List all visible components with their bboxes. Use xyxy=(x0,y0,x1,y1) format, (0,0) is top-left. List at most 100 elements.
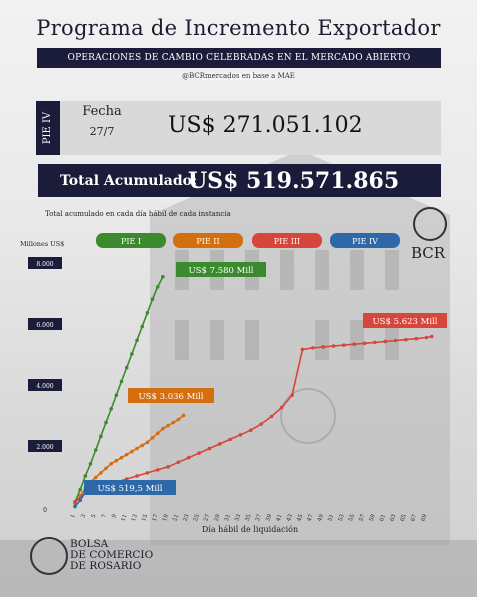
x-axis-label: Día hábil de liquidación xyxy=(202,525,298,534)
data-point xyxy=(217,442,222,446)
data-point xyxy=(124,365,129,370)
x-tick-label: 7 xyxy=(101,513,108,519)
y-axis-label: Millones US$ xyxy=(20,240,64,248)
data-point xyxy=(424,335,429,340)
data-point xyxy=(150,297,155,301)
series-line-pie-i xyxy=(74,276,164,503)
end-label-box xyxy=(363,313,447,328)
data-point xyxy=(78,498,82,503)
x-tick-label: 23 xyxy=(183,513,191,522)
x-tick-label: 53 xyxy=(338,513,346,522)
data-point xyxy=(429,334,434,339)
data-point xyxy=(145,440,150,445)
legend-item-pie-i xyxy=(96,233,166,248)
data-point xyxy=(171,420,176,425)
page-title: Programa de Incremento Exportador xyxy=(36,16,441,40)
data-point xyxy=(161,275,165,279)
legend-label: PIE III xyxy=(274,237,300,246)
end-label-box xyxy=(84,480,176,495)
data-point xyxy=(150,436,155,440)
data-point xyxy=(114,458,119,463)
end-label-box xyxy=(128,388,214,403)
data-point xyxy=(135,446,139,451)
data-point xyxy=(145,311,150,315)
x-tick-label: 27 xyxy=(203,513,211,522)
fecha-value: 27/7 xyxy=(89,125,115,138)
x-tick-label: 51 xyxy=(327,514,335,523)
data-point xyxy=(93,448,98,452)
x-tick-label: 13 xyxy=(131,513,139,522)
data-point xyxy=(155,468,160,472)
data-point xyxy=(161,426,165,431)
y-tick-label: 2.000 xyxy=(36,444,53,451)
end-label-text: US$ 5.623 Mill xyxy=(373,317,438,327)
y-tick-bg xyxy=(28,379,62,391)
x-tick-label: 11 xyxy=(121,514,129,523)
data-point xyxy=(155,285,160,289)
data-point xyxy=(300,347,305,352)
data-point xyxy=(197,451,201,455)
data-point xyxy=(166,465,170,469)
data-point xyxy=(290,393,294,397)
data-point xyxy=(373,340,377,345)
data-point xyxy=(109,461,113,466)
x-tick-label: 31 xyxy=(224,514,232,523)
x-tick-label: 39 xyxy=(265,513,273,522)
daily-amount-box xyxy=(36,101,441,155)
daily-amount: US$ 271.051.102 xyxy=(168,113,363,138)
y-tick-bg xyxy=(28,318,62,330)
data-point xyxy=(352,342,356,347)
pie-tag: PIE IV xyxy=(36,101,60,155)
x-tick-label: 17 xyxy=(152,513,160,522)
x-tick-label: 33 xyxy=(234,513,242,522)
data-point xyxy=(73,504,77,509)
series-line-pie-ii xyxy=(74,414,185,504)
end-label-text: US$ 3.036 Mill xyxy=(139,392,204,402)
legend-item-pie-iii xyxy=(252,233,322,248)
data-point xyxy=(124,452,129,457)
x-tick-label: 41 xyxy=(276,514,284,523)
data-point xyxy=(176,460,181,465)
data-point xyxy=(114,393,119,397)
data-point xyxy=(248,428,253,433)
bcr-logo-text: BCR xyxy=(411,244,446,262)
x-tick-label: 29 xyxy=(214,513,222,522)
y-tick-bg xyxy=(28,257,62,269)
x-tick-label: 35 xyxy=(245,513,253,522)
end-label-text: US$ 7.580 Mill xyxy=(189,266,254,276)
legend-label: PIE IV xyxy=(352,237,378,246)
y-tick-bg xyxy=(28,440,62,452)
x-tick-label: 67 xyxy=(410,513,418,522)
data-point xyxy=(393,338,398,343)
legend-label: PIE II xyxy=(196,237,219,246)
x-tick-label: 3 xyxy=(80,513,87,519)
x-tick-label: 37 xyxy=(255,513,263,522)
x-tick-label: 49 xyxy=(317,513,325,522)
x-tick-label: 43 xyxy=(286,513,294,522)
data-point xyxy=(140,443,145,448)
data-point xyxy=(331,344,336,348)
data-point xyxy=(145,471,150,475)
x-tick-label: 59 xyxy=(369,513,377,522)
watermark-seal xyxy=(280,388,336,444)
data-point xyxy=(78,487,82,492)
data-point xyxy=(181,413,186,418)
data-point xyxy=(383,339,388,344)
x-tick-label: 9 xyxy=(111,513,118,519)
total-label: Total Acumulado: xyxy=(60,173,198,189)
x-tick-label: 19 xyxy=(162,513,170,522)
source-handle: @BCRmercados en base a MAE xyxy=(182,72,295,80)
data-point xyxy=(135,338,139,343)
data-point xyxy=(259,422,263,426)
data-point xyxy=(269,414,274,419)
data-point xyxy=(99,471,103,475)
data-point xyxy=(280,405,284,410)
data-point xyxy=(119,455,124,460)
data-point xyxy=(104,420,108,425)
subtitle-banner: OPERACIONES DE CAMBIO CELEBRADAS EN EL M… xyxy=(37,48,441,83)
data-point xyxy=(321,345,325,349)
x-tick-label: 65 xyxy=(400,513,408,522)
y-tick-label: 0 xyxy=(43,507,47,514)
